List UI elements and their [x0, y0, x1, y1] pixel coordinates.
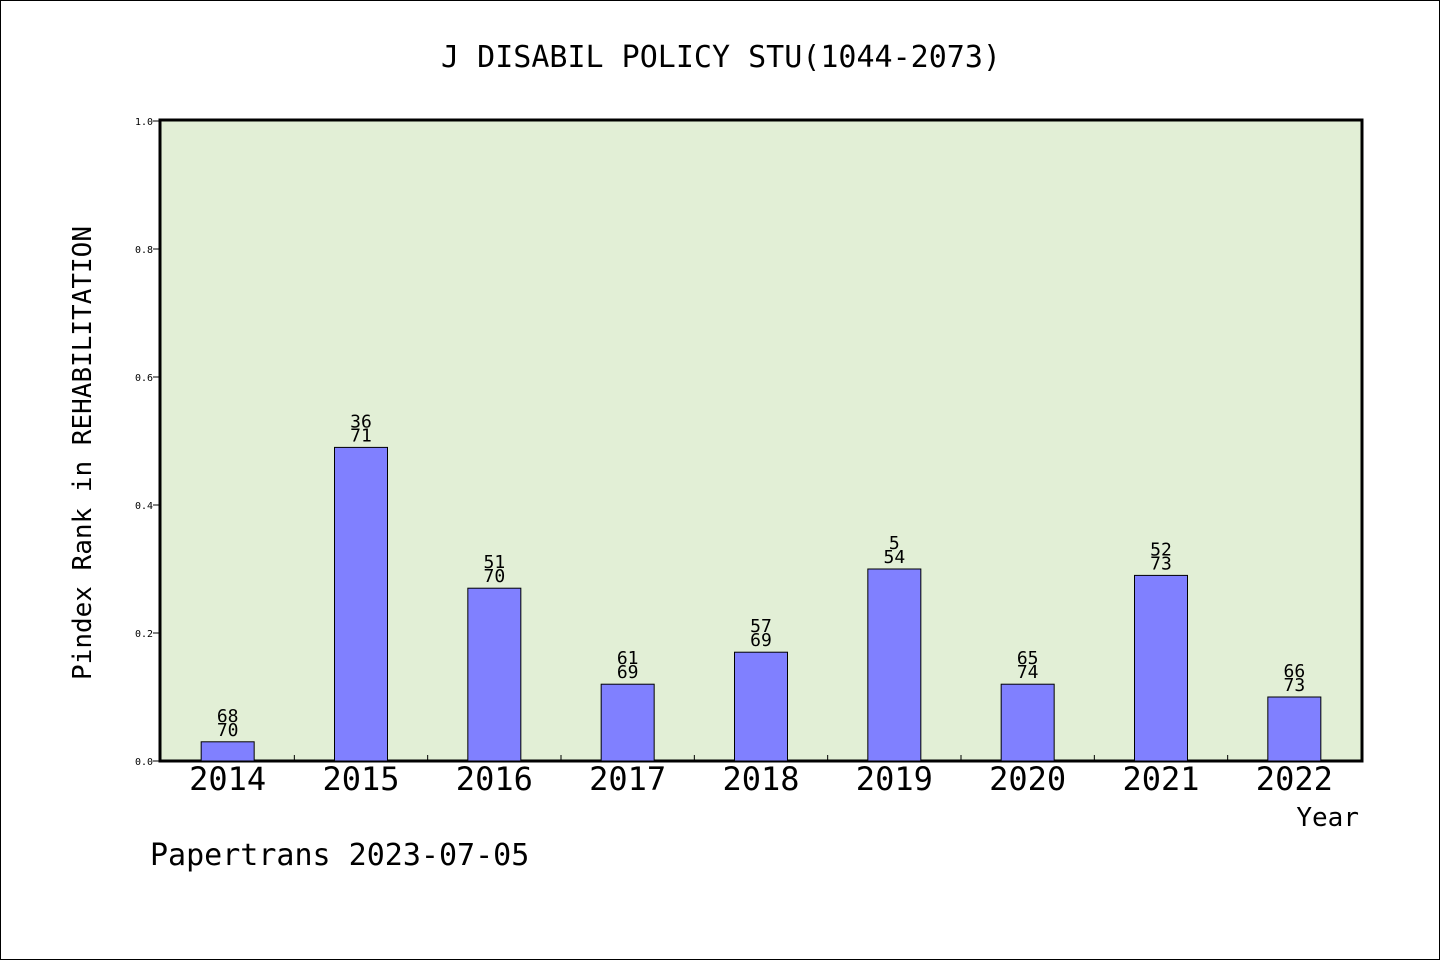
- bar-label-bottom: 70: [483, 566, 505, 587]
- y-tick-label: 1.0: [135, 117, 153, 128]
- x-tick-label: 2016: [456, 760, 533, 798]
- footer-credit: Papertrans 2023-07-05: [150, 838, 529, 873]
- x-tick-label: 2017: [589, 760, 666, 798]
- bar: [1000, 683, 1055, 762]
- bar-label-top: 5: [889, 533, 900, 554]
- bar-label-top: 66: [1283, 661, 1305, 682]
- bar-label-bottom: 71: [350, 425, 372, 446]
- x-tick-label: 2018: [722, 760, 799, 798]
- x-axis-label: Year: [1296, 803, 1359, 833]
- bar-label-bottom: 69: [750, 630, 772, 651]
- bar-label-top: 36: [350, 411, 372, 432]
- y-tick-label: 0.8: [135, 245, 153, 256]
- y-tick-label: 0.2: [135, 629, 153, 640]
- bar-label-bottom: 73: [1283, 675, 1305, 696]
- bar-label-bottom: 74: [1017, 662, 1039, 683]
- bar: [600, 683, 655, 762]
- bar-label-top: 68: [217, 706, 239, 727]
- bar-label-bottom: 69: [617, 662, 639, 683]
- x-axis: 2014 2015 2016 2017 2018 2019 2020 2021 2022: [189, 755, 1333, 798]
- y-tick-label: 0.6: [135, 373, 153, 384]
- bar: [1134, 574, 1188, 762]
- bar-label-top: 65: [1017, 648, 1039, 669]
- y-axis: 0.0 0.2 0.4 0.6 0.8 1.0: [135, 117, 161, 768]
- bar: [467, 587, 522, 762]
- bar-label-top: 61: [617, 648, 639, 669]
- bar-label-bottom: 73: [1150, 553, 1172, 574]
- bar-label-bottom: 70: [217, 720, 239, 741]
- chart-title: J DISABIL POLICY STU(1044-2073): [441, 40, 1001, 75]
- x-tick-label: 2014: [189, 760, 266, 798]
- x-tick-label: 2021: [1122, 760, 1199, 798]
- bar: [867, 568, 922, 762]
- x-tick-label: 2020: [989, 760, 1066, 798]
- bar: [1267, 696, 1322, 762]
- y-axis-label: Pindex Rank in REHABILITATION: [68, 226, 98, 680]
- x-tick-label: 2015: [322, 760, 399, 798]
- bar-label-top: 51: [483, 552, 505, 573]
- bar-label-bottom: 54: [883, 547, 905, 568]
- x-tick-label: 2022: [1256, 760, 1333, 798]
- bar-label-top: 52: [1150, 539, 1172, 560]
- x-tick-label: 2019: [856, 760, 933, 798]
- bar: [200, 741, 255, 762]
- bar: [334, 446, 388, 762]
- y-tick-label: 0.4: [135, 501, 153, 512]
- bar-label-top: 57: [750, 616, 772, 637]
- y-tick-label: 0.0: [135, 757, 153, 768]
- bar: [734, 651, 788, 762]
